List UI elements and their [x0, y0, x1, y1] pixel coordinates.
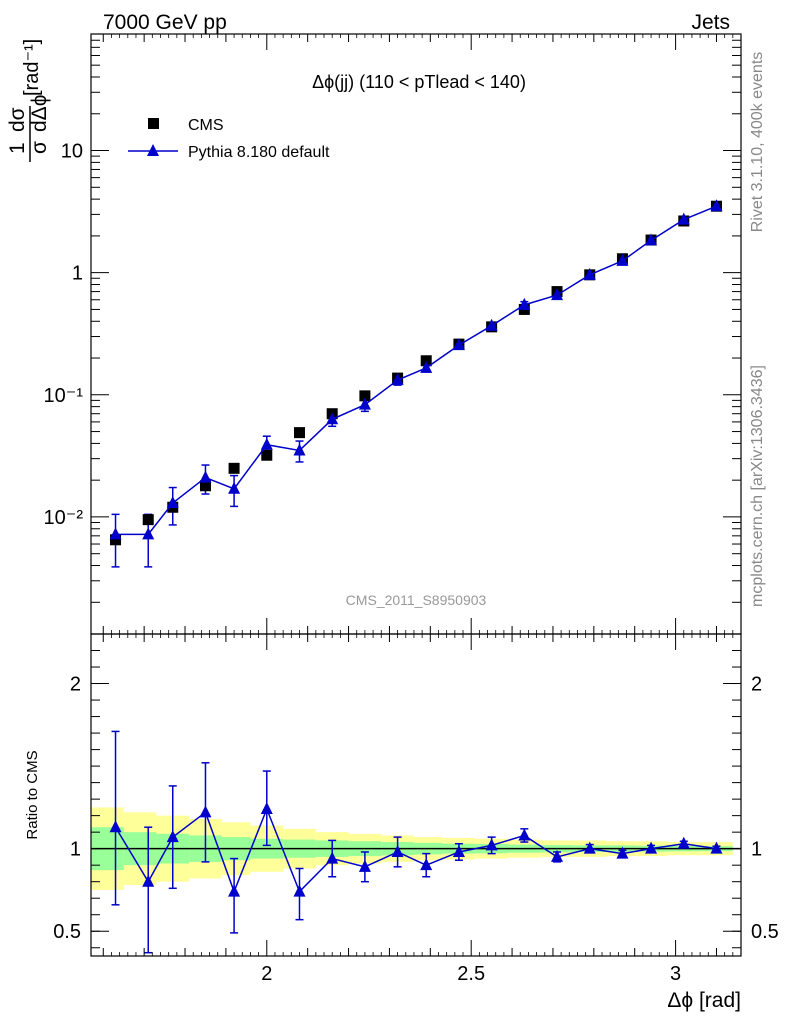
pythia-point	[551, 288, 564, 301]
ratio-point	[420, 858, 433, 871]
cms-point	[228, 462, 240, 474]
pythia-point	[260, 437, 273, 450]
ratio-point	[485, 838, 498, 851]
ratio-point	[677, 836, 690, 849]
ratio-y-tick-label-right: 0.5	[751, 921, 779, 943]
ratio-point	[452, 844, 465, 857]
legend: CMS Pythia 8.180 default	[128, 117, 330, 161]
x-tick-label: 3	[670, 963, 681, 985]
side-text-lower: mcplots.cern.ch [arXiv:1306.3436]	[749, 365, 766, 607]
y-tick-label: 10	[61, 141, 83, 163]
y-tick-label: 1	[72, 263, 83, 285]
ratio-y-tick-label-right: 2	[751, 674, 762, 696]
pythia-point	[420, 360, 433, 373]
pythia-point	[616, 253, 629, 266]
ratio-point	[260, 802, 273, 815]
ratio-y-tick-label: 1	[70, 839, 81, 861]
pythia-point	[391, 373, 404, 386]
svg-text:1: 1	[6, 142, 29, 154]
header-left: 7000 GeV pp	[103, 11, 227, 34]
main-title: Δϕ(jj) (110 < pTlead < 140)	[312, 72, 526, 92]
ratio-point	[551, 849, 564, 862]
ratio-point	[518, 828, 531, 841]
cms-point	[261, 449, 273, 461]
ratio-y-tick-label: 2	[70, 674, 81, 696]
ylabel-1: 1	[6, 142, 29, 154]
x-tick-label: 2.5	[457, 963, 485, 985]
legend-pythia-marker	[147, 144, 159, 156]
cms-point	[199, 480, 211, 492]
pythia-point	[645, 233, 658, 246]
ratio-point	[710, 841, 723, 854]
svg-text:dσ: dσ	[6, 107, 29, 132]
x-axis-label: Δϕ [rad]	[667, 989, 741, 1012]
pythia-point	[228, 481, 241, 494]
pythia-point	[452, 338, 465, 351]
ratio-panel: 0.5 0.5 1 1 2 2 2 2.5 3 Ratio to CMS Δϕ [rad]	[24, 633, 779, 1012]
ratio-point	[326, 851, 339, 864]
svg-text:dΔϕ: dΔϕ	[28, 95, 51, 132]
pythia-point	[166, 496, 179, 509]
ratio-point	[645, 841, 658, 854]
main-watermark: CMS_2011_S8950903	[346, 592, 487, 608]
ratio-frame	[90, 633, 742, 957]
ylabel-sigma: σ	[28, 141, 51, 154]
main-ylabel: 1 σ dσ dΔϕ [rad⁻¹]	[6, 39, 51, 162]
legend-pythia-label: Pythia 8.180 default	[188, 144, 330, 161]
ylabel-unit: [rad⁻¹]	[21, 39, 43, 96]
ylabel-dsigma: dσ	[6, 107, 29, 132]
ratio-y-tick-label-right: 1	[751, 839, 762, 861]
pythia-point	[677, 212, 690, 225]
ratio-point	[358, 859, 371, 872]
ylabel-ddphi: dΔϕ	[28, 95, 51, 132]
cms-point	[142, 514, 154, 526]
x-tick-label: 2	[261, 963, 272, 985]
pythia-point	[485, 318, 498, 331]
pythia-point	[518, 297, 531, 310]
pythia-point	[293, 443, 306, 456]
legend-cms-marker	[148, 118, 159, 129]
cms-point	[110, 534, 122, 546]
cms-point	[359, 390, 371, 402]
side-text-upper: Rivet 3.1.10, 400k events	[749, 52, 766, 233]
ratio-ylabel: Ratio to CMS	[24, 750, 41, 839]
svg-text:[rad⁻¹]: [rad⁻¹]	[21, 39, 43, 96]
ratio-point	[166, 830, 179, 843]
cms-point	[293, 427, 305, 439]
pythia-line	[115, 205, 717, 536]
pythia-point	[583, 267, 596, 280]
pythia-point	[109, 527, 122, 540]
ratio-point	[583, 841, 596, 854]
y-tick-label: 10⁻¹	[44, 385, 84, 407]
legend-cms-label: CMS	[188, 117, 224, 134]
ratio-point	[228, 884, 241, 897]
ratio-line	[114, 806, 717, 894]
ratio-point	[199, 805, 212, 818]
pythia-point	[710, 199, 723, 212]
ratio-point	[109, 820, 122, 833]
y-tick-label: 10⁻²	[44, 507, 84, 529]
svg-text:σ: σ	[28, 141, 51, 154]
ratio-y-tick-label: 0.5	[53, 921, 81, 943]
pythia-point	[142, 527, 155, 540]
ratio-point	[616, 846, 629, 859]
ratio-point	[142, 874, 155, 887]
pythia-point	[358, 397, 371, 410]
ratio-point	[293, 884, 306, 897]
pythia-point	[199, 470, 212, 483]
pythia-point	[326, 412, 339, 425]
header-right: Jets	[691, 11, 730, 34]
cms-point	[420, 355, 432, 367]
ratio-point	[391, 844, 404, 857]
